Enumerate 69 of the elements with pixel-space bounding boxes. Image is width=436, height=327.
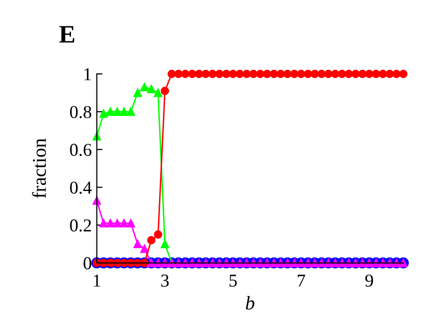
point xyxy=(154,230,162,239)
point xyxy=(140,244,149,253)
point xyxy=(188,70,196,78)
point xyxy=(365,70,374,78)
point xyxy=(358,70,367,78)
point xyxy=(202,70,210,78)
point xyxy=(99,219,108,228)
point xyxy=(351,70,360,78)
x-tick-label: 1 xyxy=(94,274,100,287)
point xyxy=(386,70,394,78)
point xyxy=(304,70,312,78)
point xyxy=(181,70,190,78)
y-tick-label: 0.8 xyxy=(70,106,92,118)
y-tick-label: 0.4 xyxy=(70,182,92,194)
point xyxy=(99,109,108,118)
point xyxy=(208,70,217,78)
point xyxy=(331,70,340,78)
point xyxy=(140,82,149,92)
x-tick-label: 7 xyxy=(298,274,306,287)
point xyxy=(262,70,272,78)
point xyxy=(270,70,278,78)
point xyxy=(106,219,115,228)
point xyxy=(372,70,380,78)
point xyxy=(399,70,408,78)
point xyxy=(160,240,170,248)
point xyxy=(147,236,156,244)
x-tick-label: 5 xyxy=(230,274,237,287)
point xyxy=(378,70,388,78)
point xyxy=(276,70,285,78)
point xyxy=(249,70,258,78)
point xyxy=(126,219,136,228)
x-axis-title: b xyxy=(246,296,254,310)
point xyxy=(324,70,333,78)
point xyxy=(256,70,264,78)
point xyxy=(106,108,115,116)
point xyxy=(215,70,224,78)
point xyxy=(120,108,128,116)
point xyxy=(194,70,204,78)
y-axis-title: fraction xyxy=(32,138,46,198)
point xyxy=(113,219,122,228)
point xyxy=(228,70,238,78)
point xyxy=(126,108,136,116)
point xyxy=(317,70,326,78)
point xyxy=(113,108,122,116)
point xyxy=(160,86,170,96)
chart-title: E xyxy=(59,26,74,43)
point xyxy=(290,70,298,78)
point xyxy=(147,84,156,94)
point xyxy=(133,88,142,97)
point xyxy=(154,88,162,97)
x-tick-label: 9 xyxy=(365,274,374,287)
point xyxy=(310,70,319,78)
point xyxy=(174,70,183,78)
x-tick-label: 3 xyxy=(161,274,169,287)
y-tick-label: 1 xyxy=(84,68,91,80)
point xyxy=(222,70,230,78)
y-tick-label: 0.6 xyxy=(70,144,92,156)
point xyxy=(133,240,142,248)
y-tick-label: 0 xyxy=(84,257,92,270)
point xyxy=(338,70,346,78)
point xyxy=(236,70,244,78)
point xyxy=(120,219,128,228)
point xyxy=(242,70,251,78)
point xyxy=(296,70,306,78)
point xyxy=(283,70,292,78)
point xyxy=(344,70,353,78)
point xyxy=(168,70,176,78)
point xyxy=(392,70,401,78)
y-tick-label: 0.2 xyxy=(70,219,91,232)
